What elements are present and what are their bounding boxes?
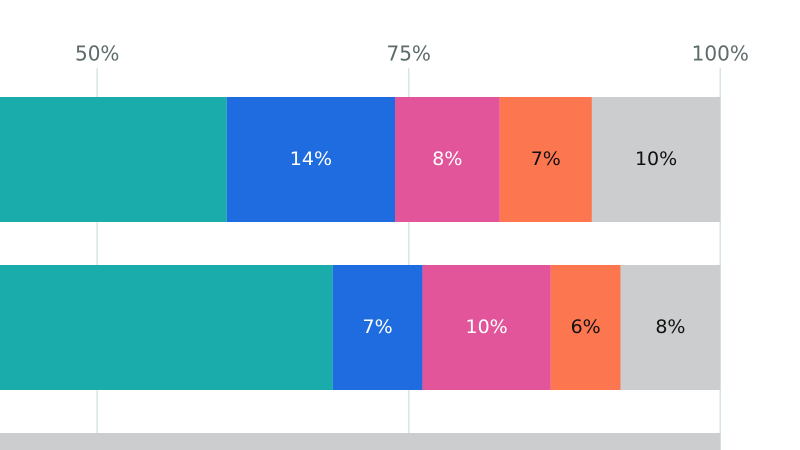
bar-segment	[550, 265, 621, 390]
bar-segment	[591, 97, 721, 222]
bar-segment	[332, 265, 423, 390]
x-tick-label: 75%	[386, 42, 430, 66]
bar-segment	[0, 433, 721, 450]
value-label: 6%	[571, 316, 601, 338]
value-label: 7%	[362, 316, 392, 338]
x-tick-label: 100%	[692, 42, 749, 66]
bar-segment	[395, 97, 500, 222]
value-label: 7%	[531, 148, 561, 170]
bar-segment	[620, 265, 721, 390]
bar-segment	[226, 97, 396, 222]
bar-segment	[0, 265, 333, 390]
bar-segment	[0, 97, 227, 222]
value-label: 14%	[290, 148, 332, 170]
value-label: 10%	[635, 148, 677, 170]
value-label: 8%	[432, 148, 462, 170]
bar-segment	[499, 97, 592, 222]
x-tick-label: 50%	[75, 42, 119, 66]
value-label: 8%	[655, 316, 685, 338]
value-label: 10%	[465, 316, 507, 338]
bar-segment	[422, 265, 551, 390]
